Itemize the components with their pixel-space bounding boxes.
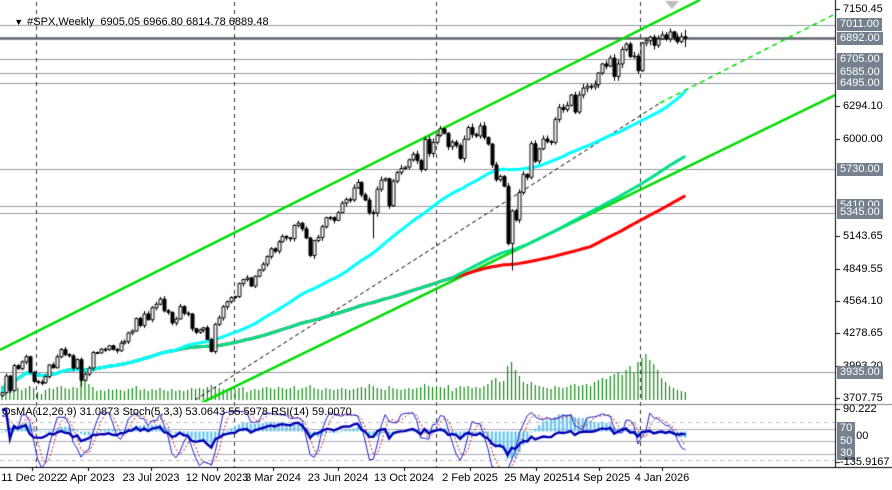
- indicator-scale-min-label: -135.9167: [840, 456, 890, 468]
- symbol-dropdown-icon[interactable]: ▼: [14, 17, 24, 27]
- price-level-label: 5345.00: [837, 206, 883, 220]
- indicator-label: OsMA(12,26,9) 31.0873 Stoch(5,3,3) 53.06…: [2, 406, 352, 418]
- price-axis-label: 6294.10: [843, 99, 883, 112]
- price-level-label: 6495.00: [837, 76, 883, 90]
- price-axis-label: 4278.65: [843, 327, 883, 340]
- price-axis-label: 6000.00: [843, 132, 883, 145]
- price-level-label: 5730.00: [837, 162, 883, 176]
- indicator-level-label: 50: [837, 434, 856, 448]
- price-level-label: 7011.00: [837, 18, 882, 32]
- time-axis-label: 11 Dec 2022: [1, 472, 63, 484]
- time-axis-label: 2 Apr 2023: [61, 472, 115, 484]
- price-level-label: 6585.00: [837, 66, 883, 80]
- price-level-label: 6892.00: [837, 31, 883, 45]
- ohlc-text: 6905.05 6966.80 6814.78 6889.48: [100, 16, 269, 28]
- time-axis-label: 25 May 2025: [504, 472, 568, 484]
- price-axis-label: 4564.10: [843, 295, 883, 308]
- indicator-scale-max-label: 90.222: [843, 403, 877, 415]
- time-axis-label: 23 Jun 2024: [307, 472, 369, 484]
- price-level-label: 3935.00: [837, 365, 883, 379]
- time-axis-label: 12 Nov 2023: [185, 472, 249, 484]
- price-axis-label: 4849.55: [843, 262, 883, 275]
- indicator-level-label: 70: [837, 422, 856, 435]
- price-axis-label: 7150.45: [843, 3, 883, 15]
- indicator-level-label: 30: [837, 447, 856, 460]
- time-axis-label: 23 Jul 2023: [122, 472, 180, 484]
- time-axis-label: 13 Oct 2024: [374, 472, 434, 484]
- price-axis-label: 5143.65: [843, 229, 883, 242]
- chart-title-bar: ▼ #SPX,Weekly 6905.05 6966.80 6814.78 688…: [2, 4, 269, 40]
- price-level-label: 6705.00: [837, 52, 883, 66]
- time-axis-label: 4 Jan 2026: [634, 472, 690, 484]
- symbol-period-label: #SPX,Weekly: [27, 16, 95, 28]
- price-axis-label: 3707.75: [843, 391, 883, 404]
- time-axis-label: 2 Feb 2025: [442, 472, 498, 484]
- time-axis-label: 3 Mar 2024: [245, 472, 301, 484]
- time-axis-label: 14 Sep 2025: [567, 472, 631, 484]
